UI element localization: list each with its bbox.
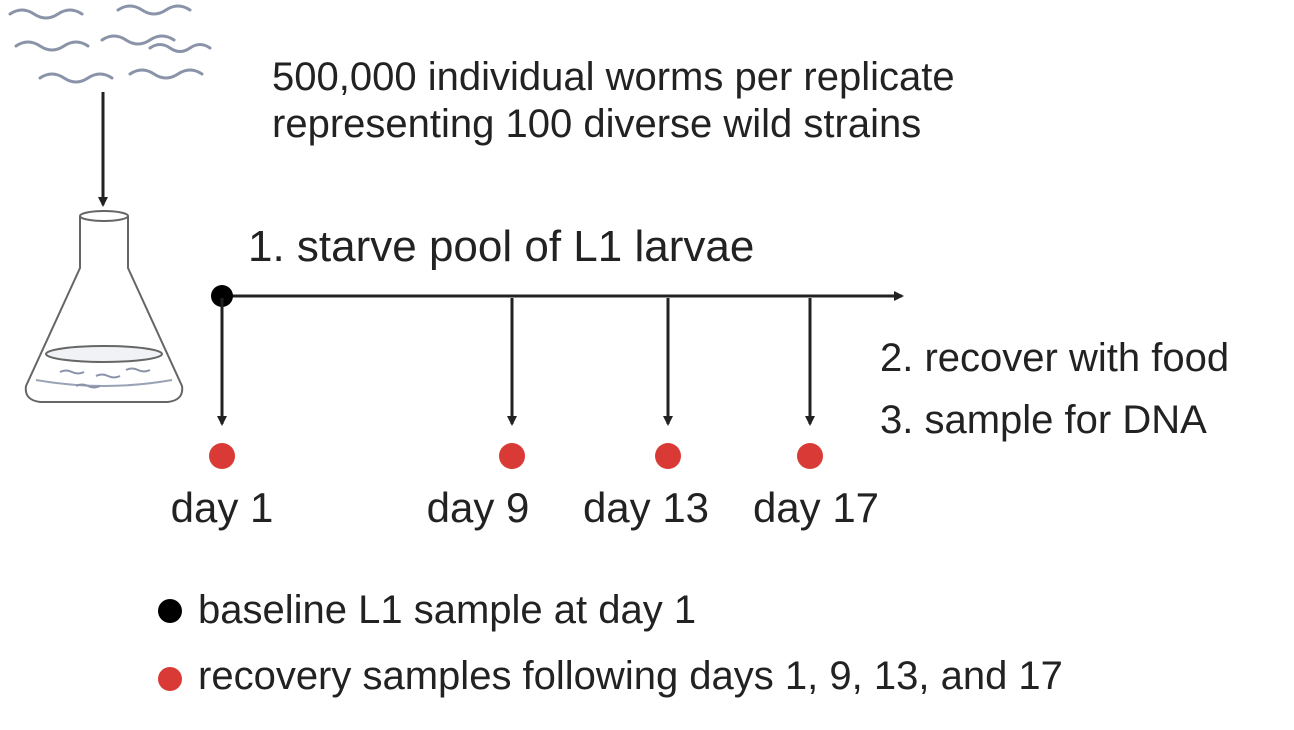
header-text: 500,000 individual worms per replicate r… xyxy=(272,54,955,148)
recovery-dot-day13 xyxy=(655,443,681,469)
legend-baseline-dot xyxy=(158,599,182,623)
step2-label: 2. recover with food xyxy=(880,336,1230,380)
legend-recovery-dot xyxy=(158,667,182,691)
worms-illustration xyxy=(8,4,212,84)
legend-baseline-label: baseline L1 sample at day 1 xyxy=(198,588,697,632)
header-line2: representing 100 diverse wild strains xyxy=(272,102,922,146)
step1-label: 1. starve pool of L1 larvae xyxy=(248,222,755,271)
recovery-dot-day9 xyxy=(499,443,525,469)
day-label-17: day 17 xyxy=(752,484,880,531)
day-label-13: day 13 xyxy=(582,484,710,531)
flask-icon xyxy=(24,210,184,403)
header-line1: 500,000 individual worms per replicate xyxy=(272,55,955,99)
step3-label: 3. sample for DNA xyxy=(880,398,1207,442)
day-label-1: day 1 xyxy=(170,484,274,531)
legend-recovery-label: recovery samples following days 1, 9, 13… xyxy=(198,654,1063,698)
recovery-dot-day17 xyxy=(797,443,823,469)
day-label-9: day 9 xyxy=(426,484,530,531)
baseline-dot xyxy=(211,285,233,307)
recovery-dot-day1 xyxy=(209,443,235,469)
